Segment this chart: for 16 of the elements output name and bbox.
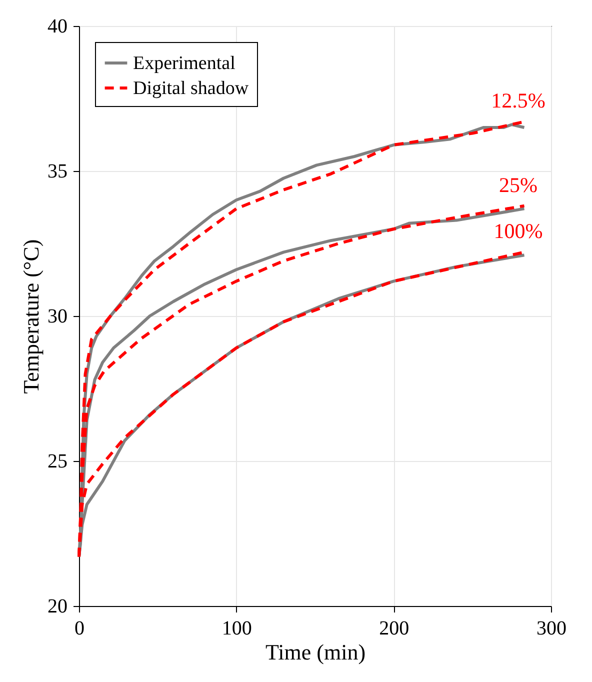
- x-tick-label: 0: [74, 618, 84, 640]
- y-tick-label: 20: [48, 596, 68, 618]
- y-tick-label: 25: [48, 450, 68, 472]
- annotation: 100%: [494, 219, 543, 244]
- annotation: 25%: [499, 172, 538, 197]
- y-axis-title: Temperature (°C): [18, 239, 44, 394]
- x-tick-label: 200: [379, 618, 410, 640]
- x-axis-title: Time (min): [265, 640, 366, 664]
- annotation: 12.5%: [491, 88, 546, 113]
- x-tick-label: 100: [222, 618, 252, 640]
- x-tick-label: 300: [536, 618, 566, 640]
- y-tick-label: 35: [48, 160, 68, 182]
- y-tick-label: 30: [48, 306, 68, 328]
- y-tick-label: 40: [48, 16, 68, 38]
- legend-label: Experimental: [133, 53, 236, 74]
- legend-label: Digital shadow: [133, 78, 249, 99]
